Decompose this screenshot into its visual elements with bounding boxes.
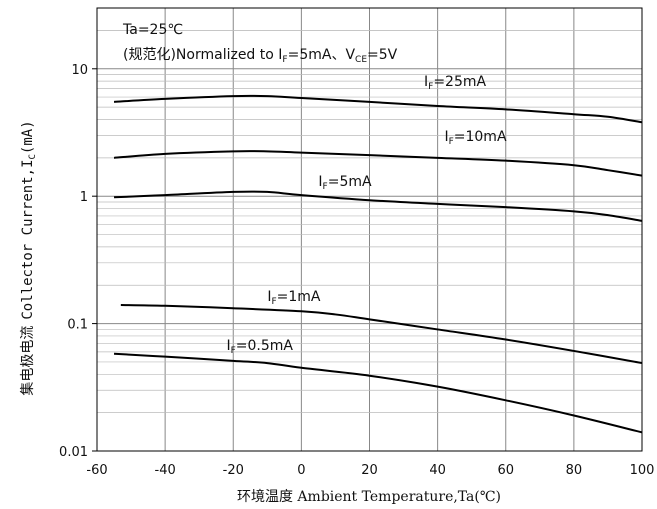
y-tick-label: 0.1	[67, 318, 88, 333]
x-tick-label: 80	[566, 463, 583, 478]
series-label-1: IF=10mA	[444, 129, 507, 147]
y-tick-label: 10	[71, 63, 88, 78]
x-tick-label: 0	[297, 463, 305, 478]
x-axis-label: 环境温度 Ambient Temperature,Ta(℃)	[237, 489, 501, 505]
plot-frame	[96, 7, 643, 452]
x-tick-label: 60	[497, 463, 514, 478]
y-axis-label: 集电极电流Collector Current,IC(mA)	[19, 120, 38, 395]
x-tick-label: -60	[86, 463, 107, 478]
x-tick-label: 100	[630, 463, 655, 478]
x-tick-label: 20	[361, 463, 378, 478]
y-tick-label: 1	[80, 190, 88, 205]
x-tick-label: -40	[155, 463, 176, 478]
annotation-line-1: Ta=25℃	[122, 22, 183, 38]
series-label-4: IF=0.5mA	[226, 338, 293, 356]
series-labels: IF=25mA IF=10mA IF=5mA IF=1mA IF=0.5mA	[226, 74, 507, 356]
annotation-line-2: (规范化)Normalized to IF=5mA、VCE=5V	[123, 46, 398, 65]
y-tick-label: 0.01	[59, 445, 88, 460]
series-label-0: IF=25mA	[424, 74, 487, 92]
series-line-1	[113, 150, 643, 177]
series-label-2: IF=5mA	[318, 174, 372, 192]
y-tick-labels: 0.01 0.1 1 10	[59, 63, 97, 460]
series-label-3: IF=1mA	[267, 289, 321, 307]
x-tick-label: 40	[429, 463, 446, 478]
series-line-2	[113, 190, 643, 222]
series-line-3	[120, 303, 643, 365]
series-line-4	[113, 352, 643, 434]
curves	[113, 94, 643, 434]
grid	[96, 7, 643, 452]
series-line-0	[113, 94, 643, 124]
x-tick-labels: -60 -40 -20 0 20 40 60 80 100	[86, 463, 654, 478]
x-tick-label: -20	[223, 463, 244, 478]
